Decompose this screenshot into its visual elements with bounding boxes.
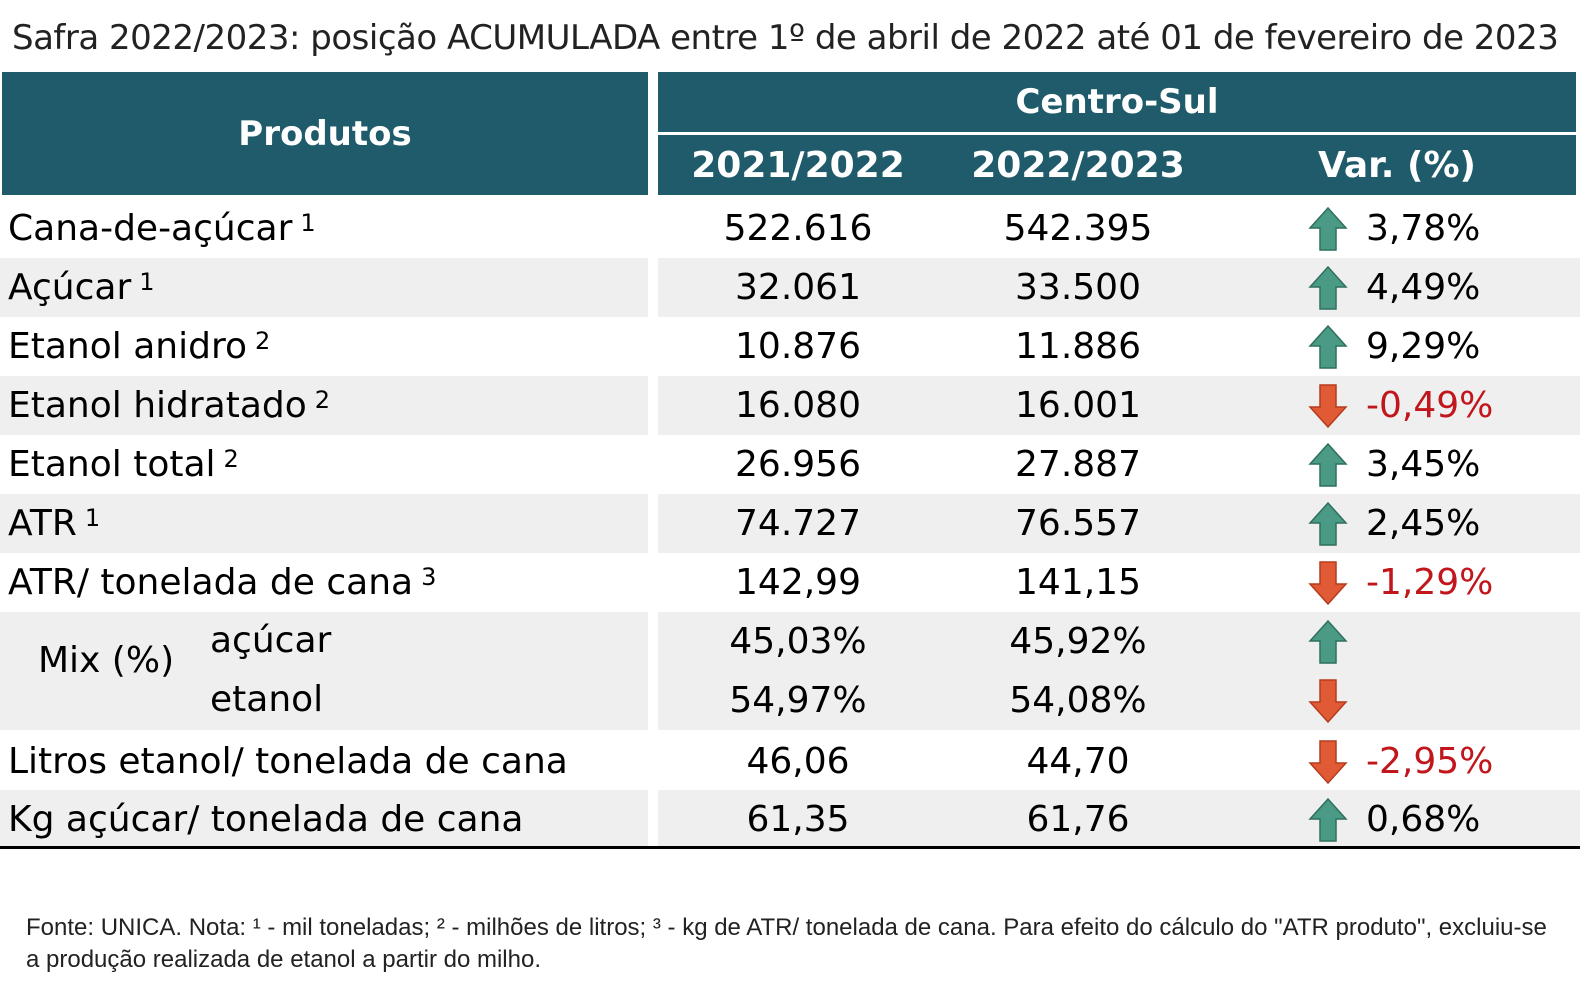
mix-acucar-2021: 45,03% (729, 621, 867, 662)
value-2022-2023: 16.001 (1015, 385, 1141, 426)
value-2022-2023: 61,76 (1026, 799, 1130, 840)
mix-etanol-label: etanol (210, 679, 324, 720)
value-2021-2022: 26.956 (735, 444, 861, 485)
variation-percent: 3,45% (1366, 444, 1481, 485)
arrow-down-icon (1306, 376, 1350, 435)
arrow-down-icon (1306, 671, 1350, 730)
row-label-text: Etanol anidro (8, 326, 247, 367)
row-label: Etanol total 2 (8, 435, 239, 494)
row-label: Kg açúcar/ tonelada de cana (8, 790, 524, 849)
value-2021-2022: 16.080 (735, 385, 861, 426)
row-label-text: Açúcar (8, 267, 132, 308)
table-bottom-border (0, 846, 1580, 849)
header-produtos: Produtos (2, 72, 648, 195)
table-row: Cana-de-açúcar 1 522.616 542.395 3,78% (0, 199, 1580, 258)
value-2022-2023: 141,15 (1015, 562, 1141, 603)
value-2021-2022: 10.876 (735, 326, 861, 367)
row-label-text: ATR/ tonelada de cana (8, 562, 414, 603)
variation-percent: 0,68% (1366, 799, 1481, 840)
value-2022-2023: 76.557 (1015, 503, 1141, 544)
header-year-2022: 2022/2023 (938, 135, 1218, 195)
variation-percent: -0,49% (1366, 385, 1494, 426)
row-label: ATR/ tonelada de cana 3 (8, 553, 436, 612)
arrow-down-icon (1306, 553, 1350, 612)
table-row: Açúcar 1 32.061 33.500 4,49% (0, 258, 1580, 317)
arrow-up-icon (1306, 790, 1350, 849)
row-footnote-marker: 3 (421, 562, 437, 591)
arrow-up-icon (1306, 494, 1350, 553)
row-label-text: Etanol hidratado (8, 385, 307, 426)
arrow-up-icon (1306, 258, 1350, 317)
arrow-up-icon (1306, 612, 1350, 671)
table-row: Litros etanol/ tonelada de cana 46,06 44,7… (0, 732, 1580, 791)
variation-percent: -2,95% (1366, 741, 1494, 782)
variation-percent: 2,45% (1366, 503, 1481, 544)
row-label-text: Etanol total (8, 444, 216, 485)
value-2021-2022: 142,99 (735, 562, 861, 603)
variation-percent: 4,49% (1366, 267, 1481, 308)
arrow-up-icon (1306, 199, 1350, 258)
header-divider (658, 132, 1576, 135)
row-label-text: ATR (8, 503, 77, 544)
mix-etanol-2021: 54,97% (729, 680, 867, 721)
row-label-text: Litros etanol/ tonelada de cana (8, 741, 568, 782)
row-footnote-marker: 2 (254, 326, 271, 355)
table-row: ATR 1 74.727 76.557 2,45% (0, 494, 1580, 553)
variation-percent: 9,29% (1366, 326, 1481, 367)
value-2021-2022: 32.061 (735, 267, 861, 308)
row-label: Açúcar 1 (8, 258, 155, 317)
header-region: Centro-Sul (658, 72, 1576, 132)
table-title: Safra 2022/2023: posição ACUMULADA entre… (12, 18, 1559, 58)
mix-row (0, 612, 1580, 730)
mix-etanol-values: 54,97% 54,08% (0, 671, 1580, 730)
value-2021-2022: 61,35 (746, 799, 850, 840)
row-label-text: Cana-de-açúcar (8, 208, 293, 249)
value-2021-2022: 46,06 (746, 741, 850, 782)
row-label-text: Kg açúcar/ tonelada de cana (8, 799, 524, 840)
mix-label: Mix (%) (38, 640, 175, 681)
table-row: Kg açúcar/ tonelada de cana 61,35 61,76 0,6… (0, 790, 1580, 849)
value-2022-2023: 33.500 (1015, 267, 1141, 308)
row-label: ATR 1 (8, 494, 100, 553)
variation-percent: 3,78% (1366, 208, 1481, 249)
arrow-down-icon (1306, 732, 1350, 791)
row-label: Litros etanol/ tonelada de cana (8, 732, 568, 791)
row-label: Etanol anidro 2 (8, 317, 270, 376)
row-footnote-marker: 2 (223, 444, 239, 473)
row-footnote-marker: 2 (314, 385, 331, 414)
header-year-2021: 2021/2022 (658, 135, 938, 195)
row-label: Cana-de-açúcar 1 (8, 199, 316, 258)
mix-acucar-values: 45,03% 45,92% (0, 612, 1580, 671)
value-2022-2023: 11.886 (1015, 326, 1141, 367)
value-2021-2022: 74.727 (735, 503, 861, 544)
value-2022-2023: 542.395 (1003, 208, 1153, 249)
value-2022-2023: 27.887 (1015, 444, 1141, 485)
table-row: Etanol total 2 26.956 27.887 3,45% (0, 435, 1580, 494)
row-label: Etanol hidratado 2 (8, 376, 330, 435)
source-note: Fonte: UNICA. Nota: ¹ - mil toneladas; ²… (26, 914, 1547, 973)
arrow-up-icon (1306, 317, 1350, 376)
mix-acucar-label: açúcar (210, 620, 332, 661)
row-footnote-marker: 1 (139, 267, 155, 296)
header-variation: Var. (%) (1218, 135, 1576, 195)
mix-acucar-2022: 45,92% (1009, 621, 1147, 662)
value-2022-2023: 44,70 (1026, 741, 1130, 782)
variation-percent: -1,29% (1366, 562, 1494, 603)
table-row: Etanol anidro 2 10.876 11.886 9,29% (0, 317, 1580, 376)
row-footnote-marker: 1 (300, 208, 316, 237)
mix-etanol-2022: 54,08% (1009, 680, 1147, 721)
table-row: ATR/ tonelada de cana 3 142,99 141,15 -1,29% (0, 553, 1580, 612)
value-2021-2022: 522.616 (723, 208, 873, 249)
row-footnote-marker: 1 (84, 503, 101, 532)
table-row: Etanol hidratado 2 16.080 16.001 -0,49% (0, 376, 1580, 435)
arrow-up-icon (1306, 435, 1350, 494)
